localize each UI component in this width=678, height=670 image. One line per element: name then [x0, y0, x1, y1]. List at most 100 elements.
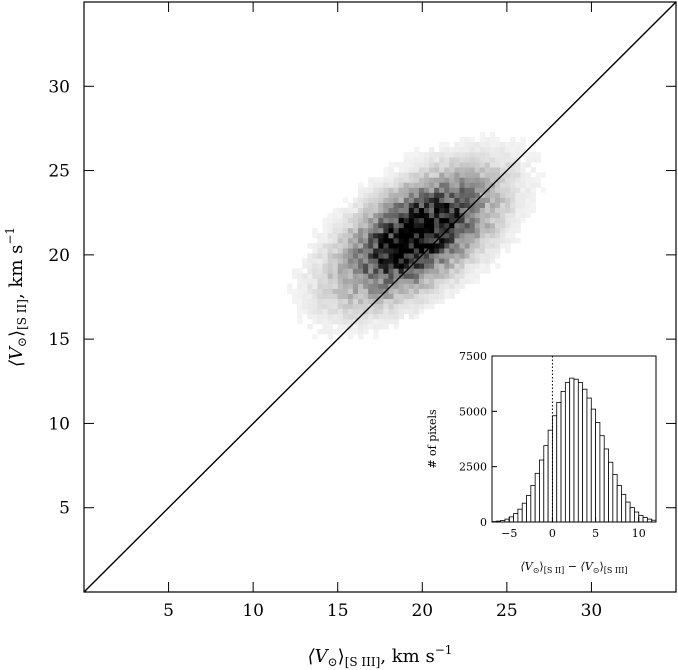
- density-cell: [449, 283, 455, 289]
- density-cell: [337, 207, 344, 214]
- density-cell: [413, 232, 420, 239]
- density-cell: [495, 207, 501, 214]
- density-cell: [388, 278, 394, 284]
- density-cell: [337, 227, 344, 234]
- density-cell: [332, 217, 338, 224]
- density-cell: [429, 298, 435, 305]
- density-cell: [408, 217, 415, 224]
- density-cell: [454, 263, 460, 269]
- density-cell: [368, 243, 374, 249]
- density-cell: [347, 303, 354, 310]
- density-cell: [307, 293, 313, 299]
- density-cell: [484, 177, 491, 183]
- density-cell: [358, 318, 364, 325]
- density-cell: [322, 248, 328, 254]
- y-tick-label: 20: [48, 246, 70, 266]
- density-cell: [464, 238, 470, 244]
- density-cell: [429, 202, 435, 208]
- density-cell: [393, 197, 399, 203]
- density-cell: [464, 141, 470, 148]
- density-cell: [484, 197, 491, 203]
- density-cell: [469, 248, 475, 254]
- density-cell: [398, 308, 404, 315]
- density-cell: [388, 187, 394, 193]
- density-cell: [439, 187, 445, 193]
- density-cell: [444, 152, 450, 158]
- density-cell: [342, 293, 349, 299]
- density-cell: [292, 293, 298, 299]
- density-cell: [418, 182, 425, 188]
- density-cell: [418, 222, 425, 229]
- density-cell: [434, 283, 440, 289]
- density-cell: [358, 217, 364, 224]
- x-tick-label: 10: [242, 601, 264, 621]
- density-cell: [322, 318, 328, 325]
- density-cell: [479, 147, 486, 153]
- density-cell: [520, 162, 526, 168]
- density-cell: [373, 283, 379, 289]
- density-cell: [530, 187, 536, 193]
- density-cell: [474, 177, 481, 183]
- density-cell: [418, 293, 425, 299]
- density-cell: [434, 157, 440, 163]
- density-cell: [429, 263, 435, 269]
- density-cell: [332, 278, 338, 284]
- density-cell: [398, 298, 404, 305]
- density-cell: [424, 202, 430, 208]
- density-cell: [403, 222, 410, 229]
- density-cell: [307, 273, 313, 279]
- density-cell: [484, 136, 491, 143]
- inset-y-axis-label: # of pixels: [426, 409, 439, 469]
- histogram-bar: [526, 495, 532, 523]
- density-cell: [337, 268, 344, 274]
- density-cell: [352, 212, 359, 219]
- density-cell: [520, 197, 526, 203]
- density-cell: [408, 243, 415, 249]
- density-cell: [449, 197, 455, 203]
- density-cell: [449, 162, 455, 168]
- histogram-bar: [521, 502, 527, 523]
- histogram-bar: [638, 514, 644, 523]
- density-cell: [469, 243, 475, 249]
- histogram-bar: [573, 378, 579, 523]
- density-cell: [429, 182, 435, 188]
- density-cell: [469, 162, 475, 168]
- density-cell: [398, 268, 404, 274]
- density-cell: [429, 293, 435, 299]
- density-cell: [368, 288, 374, 294]
- density-cell: [342, 308, 349, 315]
- density-cell: [368, 187, 374, 193]
- density-cell: [388, 298, 394, 305]
- density-cell: [439, 227, 445, 234]
- density-cell: [358, 334, 364, 340]
- density-cell: [317, 243, 323, 249]
- density-cell: [515, 141, 521, 148]
- density-cell: [327, 212, 333, 219]
- density-cell: [418, 212, 425, 219]
- density-cell: [459, 283, 465, 289]
- density-cell: [500, 147, 506, 153]
- density-cell: [358, 182, 364, 188]
- density-cell: [337, 217, 344, 224]
- y-tick-label: 15: [48, 330, 70, 350]
- density-cell: [398, 283, 404, 289]
- histogram-bar: [552, 415, 558, 523]
- density-cell: [510, 238, 516, 244]
- density-cell: [459, 187, 465, 193]
- density-cell: [474, 172, 481, 178]
- density-cell: [505, 147, 511, 153]
- density-cell: [337, 243, 344, 249]
- density-cell: [363, 258, 369, 264]
- histogram-bar: [612, 474, 618, 523]
- density-cell: [383, 243, 389, 249]
- density-cell: [418, 258, 425, 264]
- density-cell: [358, 248, 364, 254]
- density-cell: [373, 268, 379, 274]
- density-cell: [373, 182, 379, 188]
- density-cell: [342, 273, 349, 279]
- density-cell: [358, 278, 364, 284]
- density-cell: [358, 238, 364, 244]
- density-cell: [459, 152, 465, 158]
- density-cell: [347, 238, 354, 244]
- density-cell: [510, 227, 516, 234]
